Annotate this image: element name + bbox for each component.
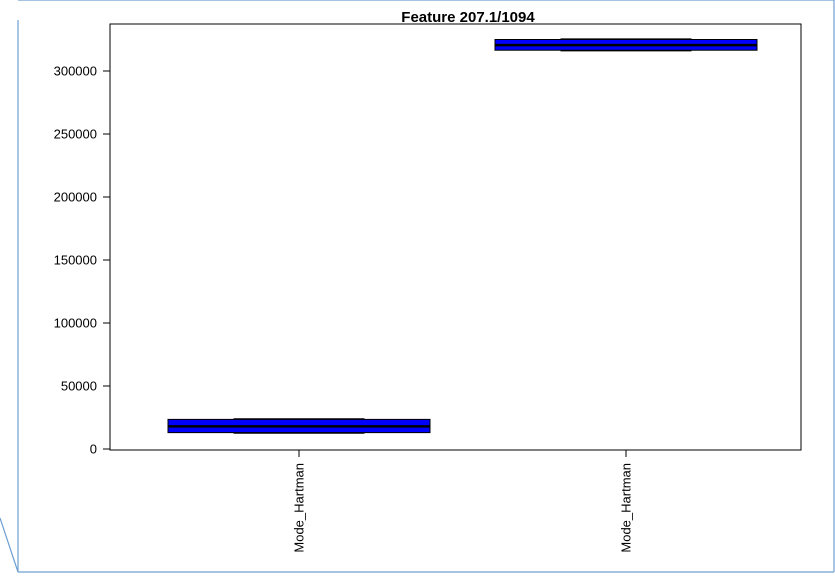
y-tick-label: 100000 — [54, 316, 97, 331]
y-tick-label: 0 — [90, 442, 97, 457]
x-tick-label: Mode_Hartman — [292, 463, 307, 553]
x-axis-ticks: Mode_Hartman Mode_Hartman — [292, 450, 634, 553]
plot-area-border — [109, 23, 802, 451]
box-series — [167, 38, 758, 434]
box-group — [167, 418, 431, 434]
chart-title: Feature 207.1/1094 — [401, 9, 535, 26]
y-tick-label: 200000 — [54, 190, 97, 205]
y-tick-label: 150000 — [54, 253, 97, 268]
y-tick-label: 250000 — [54, 127, 97, 142]
x-tick-label: Mode_Hartman — [619, 463, 634, 553]
y-tick-label: 50000 — [61, 379, 97, 394]
box-group — [494, 38, 758, 52]
frame-corner-diagonal — [0, 517, 19, 573]
y-axis-ticks: 0 50000 100000 150000 200000 250000 300000 — [54, 64, 110, 457]
y-tick-label: 300000 — [54, 64, 97, 79]
